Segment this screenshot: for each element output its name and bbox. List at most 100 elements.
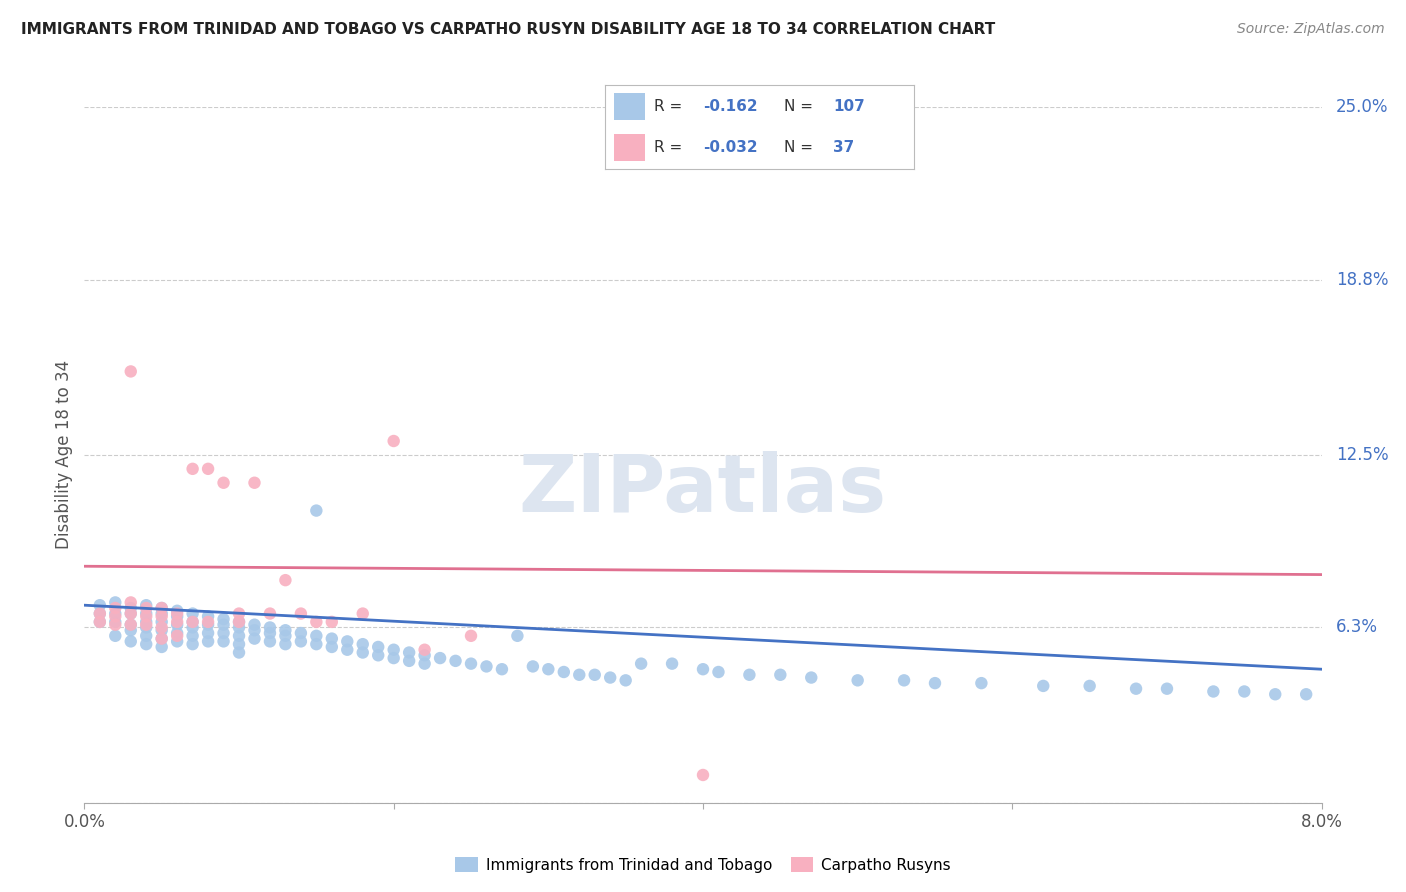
Point	[522, 659, 544, 673]
Legend: Immigrants from Trinidad and Tobago, Carpatho Rusyns: Immigrants from Trinidad and Tobago, Car…	[449, 851, 957, 879]
Point	[135, 607, 157, 621]
Point	[150, 632, 173, 646]
Text: 37: 37	[834, 140, 855, 155]
Point	[166, 615, 188, 629]
Point	[104, 629, 127, 643]
Point	[305, 503, 328, 517]
Point	[135, 609, 157, 624]
Point	[243, 617, 266, 632]
Point	[181, 615, 204, 629]
Point	[166, 609, 188, 624]
Point	[104, 595, 127, 609]
Point	[274, 573, 297, 587]
Point	[1295, 687, 1317, 701]
Point	[893, 673, 915, 688]
Point	[212, 634, 235, 648]
Point	[259, 626, 281, 640]
Text: -0.162: -0.162	[703, 99, 758, 114]
Point	[290, 607, 312, 621]
Point	[259, 620, 281, 634]
Point	[692, 768, 714, 782]
Point	[104, 615, 127, 629]
Point	[181, 607, 204, 621]
Point	[413, 642, 436, 657]
Point	[150, 601, 173, 615]
Point	[120, 364, 142, 378]
Point	[321, 640, 343, 654]
Point	[212, 626, 235, 640]
Point	[228, 637, 250, 651]
Point	[444, 654, 467, 668]
Point	[321, 615, 343, 629]
Point	[104, 617, 127, 632]
Text: -0.032: -0.032	[703, 140, 758, 155]
Point	[274, 637, 297, 651]
Point	[212, 617, 235, 632]
Point	[135, 617, 157, 632]
Point	[1264, 687, 1286, 701]
Point	[212, 475, 235, 490]
Point	[290, 634, 312, 648]
Point	[104, 601, 127, 615]
Point	[413, 657, 436, 671]
Point	[352, 607, 374, 621]
Point	[135, 637, 157, 651]
Point	[692, 662, 714, 676]
Point	[1125, 681, 1147, 696]
Point	[104, 609, 127, 624]
Point	[228, 620, 250, 634]
Point	[382, 642, 405, 657]
Text: ZIPatlas: ZIPatlas	[519, 450, 887, 529]
Point	[1078, 679, 1101, 693]
Point	[553, 665, 575, 679]
Point	[166, 626, 188, 640]
Point	[120, 617, 142, 632]
Point	[228, 615, 250, 629]
Point	[243, 632, 266, 646]
Bar	[614, 134, 645, 161]
Text: N =: N =	[785, 99, 818, 114]
Point	[491, 662, 513, 676]
Point	[970, 676, 993, 690]
Point	[336, 642, 359, 657]
Point	[166, 617, 188, 632]
Point	[800, 671, 823, 685]
Point	[583, 667, 606, 681]
Point	[707, 665, 730, 679]
Text: R =: R =	[654, 99, 688, 114]
Point	[599, 671, 621, 685]
Point	[661, 657, 683, 671]
Point	[197, 617, 219, 632]
Point	[274, 624, 297, 638]
Point	[614, 673, 637, 688]
Point	[150, 632, 173, 646]
Point	[89, 615, 111, 629]
Point	[181, 615, 204, 629]
Point	[429, 651, 451, 665]
Point	[243, 475, 266, 490]
Text: 107: 107	[834, 99, 865, 114]
Point	[150, 640, 173, 654]
Text: 25.0%: 25.0%	[1336, 98, 1388, 116]
Point	[924, 676, 946, 690]
Point	[259, 634, 281, 648]
Point	[630, 657, 652, 671]
Point	[367, 648, 389, 663]
Point	[181, 637, 204, 651]
Point	[135, 620, 157, 634]
Point	[846, 673, 869, 688]
Y-axis label: Disability Age 18 to 34: Disability Age 18 to 34	[55, 360, 73, 549]
Point	[89, 607, 111, 621]
Point	[228, 607, 250, 621]
Point	[212, 612, 235, 626]
Point	[537, 662, 560, 676]
Point	[460, 629, 482, 643]
Point	[166, 629, 188, 643]
Point	[1202, 684, 1225, 698]
Point	[290, 626, 312, 640]
Point	[120, 607, 142, 621]
Point	[150, 620, 173, 634]
Point	[1233, 684, 1256, 698]
Point	[1156, 681, 1178, 696]
Point	[181, 629, 204, 643]
